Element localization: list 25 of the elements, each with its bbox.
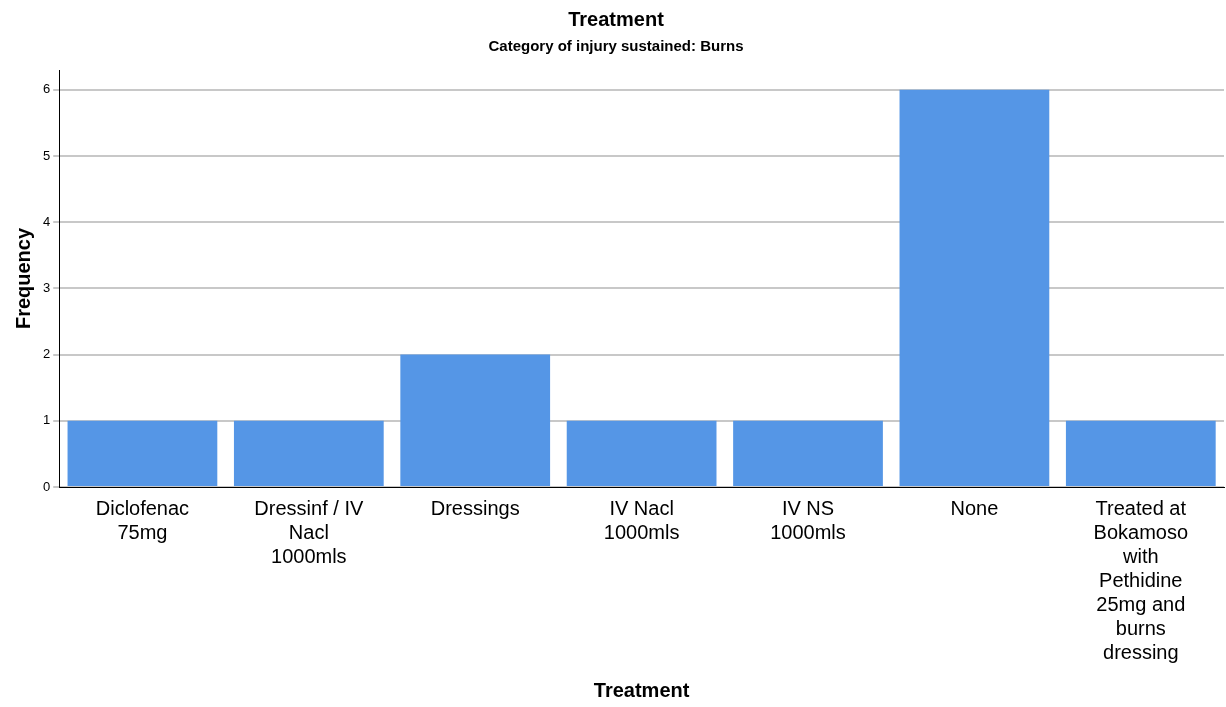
y-tick-label: 3: [43, 280, 51, 296]
bar: [233, 420, 384, 486]
x-axis-title: Treatment: [593, 678, 690, 701]
x-tick-label: Treated at Bokamoso with Pethidine 25mg and burns dressing: [1093, 496, 1189, 663]
y-tick-label: 5: [43, 147, 51, 163]
bar: [566, 420, 717, 486]
y-tick-label: 4: [43, 213, 51, 229]
x-tick-label: Dressings: [430, 496, 520, 519]
x-tick-label: Diclofenac 75mg: [95, 496, 190, 543]
bar: [1065, 420, 1216, 486]
y-tick-label: 6: [43, 81, 51, 97]
y-tick-label: 2: [43, 346, 51, 362]
y-tick-label: 0: [43, 478, 51, 494]
x-tick-label: Dressinf / IV Nacl 1000mls: [254, 496, 364, 567]
chart-subtitle: Category of injury sustained: Burns: [488, 37, 744, 55]
x-tick-label: None: [950, 496, 999, 519]
bar: [67, 420, 218, 486]
x-tick-label: IV Nacl 1000mls: [603, 496, 680, 543]
bar: [400, 354, 551, 486]
y-axis-title: Frequency: [11, 227, 34, 330]
bar: [899, 89, 1050, 486]
x-tick-label: IV NS 1000mls: [770, 496, 846, 543]
y-tick-label: 1: [43, 412, 51, 428]
bar: [733, 420, 883, 486]
chart-title: Treatment: [568, 7, 665, 30]
